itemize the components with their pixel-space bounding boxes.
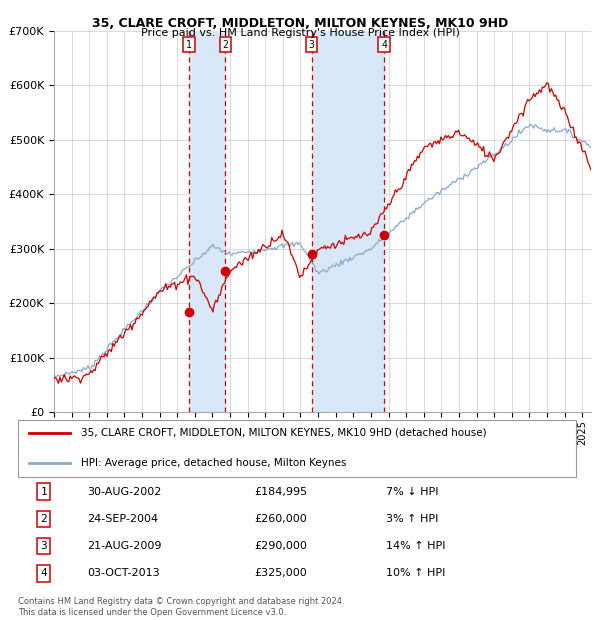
Text: £184,995: £184,995 <box>254 487 307 497</box>
Text: 7% ↓ HPI: 7% ↓ HPI <box>386 487 439 497</box>
Text: £260,000: £260,000 <box>254 514 307 524</box>
Text: 03-OCT-2013: 03-OCT-2013 <box>87 569 160 578</box>
Text: 2: 2 <box>223 40 228 50</box>
Text: 35, CLARE CROFT, MIDDLETON, MILTON KEYNES, MK10 9HD (detached house): 35, CLARE CROFT, MIDDLETON, MILTON KEYNE… <box>81 428 487 438</box>
Text: HPI: Average price, detached house, Milton Keynes: HPI: Average price, detached house, Milt… <box>81 458 346 468</box>
Text: 4: 4 <box>40 569 47 578</box>
Text: 14% ↑ HPI: 14% ↑ HPI <box>386 541 446 551</box>
Text: Price paid vs. HM Land Registry's House Price Index (HPI): Price paid vs. HM Land Registry's House … <box>140 28 460 38</box>
Text: £290,000: £290,000 <box>254 541 307 551</box>
Text: £325,000: £325,000 <box>254 569 307 578</box>
Text: Contains HM Land Registry data © Crown copyright and database right 2024.: Contains HM Land Registry data © Crown c… <box>18 597 344 606</box>
Text: 3: 3 <box>40 541 47 551</box>
Bar <box>189 31 226 412</box>
Bar <box>312 31 384 412</box>
Text: 2: 2 <box>40 514 47 524</box>
Text: 21-AUG-2009: 21-AUG-2009 <box>87 541 161 551</box>
Text: 3: 3 <box>309 40 314 50</box>
Text: 3% ↑ HPI: 3% ↑ HPI <box>386 514 439 524</box>
Text: 1: 1 <box>40 487 47 497</box>
Text: This data is licensed under the Open Government Licence v3.0.: This data is licensed under the Open Gov… <box>18 608 286 618</box>
Text: 1: 1 <box>186 40 192 50</box>
Text: 10% ↑ HPI: 10% ↑ HPI <box>386 569 446 578</box>
Text: 4: 4 <box>381 40 387 50</box>
Text: 24-SEP-2004: 24-SEP-2004 <box>87 514 158 524</box>
Text: 35, CLARE CROFT, MIDDLETON, MILTON KEYNES, MK10 9HD: 35, CLARE CROFT, MIDDLETON, MILTON KEYNE… <box>92 17 508 30</box>
Text: 30-AUG-2002: 30-AUG-2002 <box>87 487 161 497</box>
FancyBboxPatch shape <box>18 420 577 477</box>
